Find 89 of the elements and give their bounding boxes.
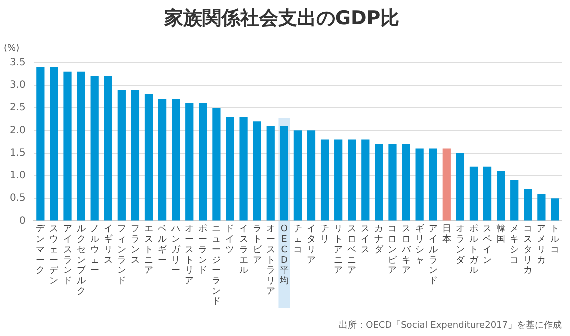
bar — [172, 99, 180, 221]
bar — [442, 148, 451, 221]
bar — [470, 166, 478, 221]
bar — [294, 130, 302, 221]
chart-title: 家族関係社会支出のGDP比 — [163, 7, 400, 30]
bar — [144, 94, 154, 221]
text: 出所：OECD「Social Expenditure2017」を基に作成 — [339, 320, 562, 331]
x-tick-label: ギリシャ — [415, 224, 424, 266]
x-tick-label: ルクセンブルク — [76, 224, 87, 297]
bar — [320, 140, 330, 221]
x-tick-label: イタリア — [306, 224, 316, 266]
y-tick-label: 2.5 — [10, 102, 26, 114]
bar — [199, 104, 208, 221]
x-tick-label: ニュージーランド — [212, 224, 222, 308]
x-tick-label: 韓国 — [496, 224, 506, 246]
bar — [64, 72, 72, 221]
x-tick-label: リトアニア — [334, 224, 344, 276]
bar — [538, 194, 546, 221]
x-tick-label: フランス — [130, 224, 140, 266]
bar — [253, 122, 262, 221]
x-tick-label: ポルトガル — [469, 224, 480, 276]
bar — [362, 140, 370, 221]
y-tick-label: 1.0 — [10, 170, 26, 182]
bar — [226, 117, 234, 221]
x-tick-label: コスタリカ — [524, 224, 533, 276]
bar — [497, 171, 506, 221]
bar — [104, 76, 112, 221]
bar — [186, 104, 194, 221]
y-tick-label: 2.0 — [10, 125, 26, 136]
x-tick-label: カナダ — [374, 224, 385, 256]
x-tick-label: アイルランド — [428, 224, 438, 286]
bar — [524, 190, 532, 221]
bar — [402, 144, 410, 221]
bar — [334, 140, 343, 221]
y-tick-label: 3.0 — [10, 80, 26, 92]
bar — [36, 67, 45, 221]
x-tick-label: イスラエル — [239, 224, 248, 276]
x-tick-label: OECD平均 — [278, 224, 289, 286]
x-tick-label: ポーランド — [198, 224, 208, 276]
x-tick-label: コロンビア — [388, 224, 398, 276]
y-tick-label: 0.5 — [10, 193, 26, 204]
x-tick-label: フィンランド — [117, 224, 126, 286]
bar — [510, 180, 519, 221]
bar — [77, 72, 86, 221]
bar — [266, 126, 275, 221]
bar — [429, 148, 438, 221]
x-tick-label: ハンガリー — [170, 224, 182, 276]
bar — [158, 99, 167, 221]
x-tick-label: オーストリア — [185, 224, 194, 286]
x-tick-label: チェコ — [293, 224, 302, 256]
x-tick-label: メキシコ — [510, 224, 520, 266]
x-tick-label: トルコ — [550, 224, 560, 256]
x-tick-label: アメリカ — [537, 224, 546, 266]
bar — [388, 144, 397, 221]
bar — [212, 108, 221, 221]
x-tick-label: ラトビア — [252, 224, 263, 266]
x-tick-label: スロバキア — [400, 224, 412, 276]
bar — [118, 90, 126, 221]
bar — [131, 90, 140, 221]
x-tick-label: オランダ — [456, 224, 466, 266]
x-tick-label: デンマーク — [36, 224, 46, 276]
x-tick-label: アイスランド — [63, 224, 72, 286]
bar — [240, 117, 248, 221]
y-tick-label: 0 — [20, 216, 26, 227]
x-tick-label: ノルウェー — [90, 224, 100, 276]
bar — [348, 140, 356, 221]
x-tick-label: 日本 — [442, 224, 452, 246]
bar — [416, 148, 424, 221]
x-tick-label: スイス — [361, 224, 370, 256]
x-tick-label: スロベニア — [348, 224, 357, 276]
x-tick-label: ベルギー — [158, 224, 168, 266]
x-tick-label: エストニア — [144, 224, 154, 276]
bar — [375, 144, 384, 221]
x-tick-label: チリ — [320, 224, 330, 246]
bar — [280, 126, 288, 221]
x-tick-label: オーストラリア — [266, 224, 276, 297]
x-tick-label: スウェーデン — [50, 224, 60, 286]
bar — [483, 166, 492, 221]
bar — [50, 67, 58, 221]
y-tick-label: 1.5 — [10, 148, 26, 159]
bar — [456, 153, 465, 221]
x-tick-label: スペイン — [483, 224, 492, 266]
bar — [551, 198, 560, 221]
x-tick-label: ドイツ — [226, 224, 235, 256]
bar — [307, 130, 316, 221]
x-tick-label: イギリス — [104, 224, 113, 266]
bar — [90, 76, 99, 221]
y-axis-title: (%) — [4, 44, 20, 54]
y-tick-label: 3.5 — [10, 57, 26, 68]
